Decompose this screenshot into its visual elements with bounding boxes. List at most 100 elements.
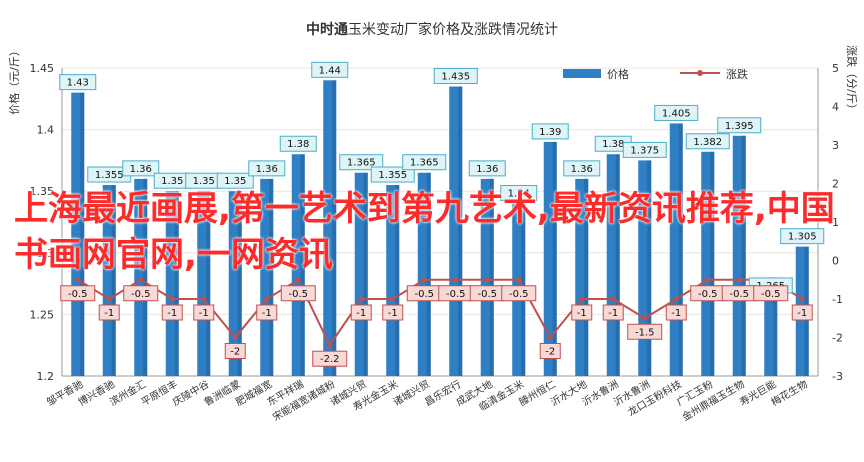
price-label-box (248, 160, 286, 177)
change-label-box (98, 304, 120, 321)
y-right-axis-label: 涨跌（分/斤） (845, 45, 859, 115)
price-bar-shade (300, 154, 305, 376)
y-right-tick-label: 3 (832, 139, 839, 152)
price-bar-shade (426, 172, 431, 376)
change-data-label: -2 (230, 347, 240, 358)
change-data-label: -0.5 (68, 289, 88, 300)
price-label-box (279, 135, 317, 152)
price-data-label: 1.355 (95, 170, 124, 181)
price-label-box (468, 160, 506, 177)
price-label-box (531, 123, 569, 140)
change-line (77, 278, 803, 348)
legend: 价格 涨跌 (563, 67, 748, 81)
y-left-axis-label: 价格（元/斤） (7, 45, 21, 115)
change-point (390, 296, 396, 302)
price-label-box (780, 228, 825, 245)
change-label-box (501, 285, 537, 302)
change-data-label: -1 (671, 308, 681, 319)
change-data-label: -1 (199, 308, 209, 319)
price-label-box (122, 160, 160, 177)
y-left-tick-label: 1.25 (30, 308, 55, 321)
change-data-label: -0.5 (698, 289, 718, 300)
price-data-label: 1.38 (287, 139, 309, 150)
change-label-box (539, 343, 561, 359)
price-bar-shade (395, 185, 400, 376)
y-right-tick-label: -2 (832, 332, 843, 345)
change-point (169, 296, 175, 302)
price-bar-shade (174, 191, 179, 376)
change-data-label: -1 (388, 308, 398, 319)
change-data-label: -1.5 (635, 327, 655, 338)
price-label-box (500, 185, 538, 202)
change-label-box (224, 343, 246, 359)
change-data-label: -0.5 (414, 289, 434, 300)
price-data-label: 1.39 (539, 127, 561, 138)
change-data-label: -1 (167, 308, 177, 319)
change-point (201, 296, 207, 302)
price-data-label: 1.34 (508, 189, 530, 200)
price-data-label: 1.35 (161, 176, 183, 187)
y-left-tick-label: 1.3 (37, 247, 55, 260)
change-label-box (602, 304, 624, 321)
price-label-box (654, 104, 699, 121)
price-bar-shade (458, 86, 463, 376)
y-left-tick-label: 1.4 (37, 124, 55, 137)
change-point (327, 342, 333, 348)
change-data-label: -1 (104, 308, 114, 319)
y-right-tick-label: -1 (832, 293, 843, 306)
price-bar-shade (143, 178, 148, 376)
change-point (547, 335, 553, 340)
price-data-label: 1.44 (319, 65, 341, 76)
y-right-tick-label: 5 (832, 62, 839, 75)
price-data-label: 1.405 (662, 108, 691, 119)
price-bar-shade (552, 141, 557, 376)
price-data-label: 1.365 (410, 158, 439, 169)
price-data-label: 1.36 (476, 164, 498, 175)
change-point (799, 296, 805, 302)
change-point (75, 277, 81, 283)
change-data-label: -0.5 (446, 289, 466, 300)
y-left-tick-label: 1.35 (30, 185, 55, 198)
price-data-label: 1.35 (224, 176, 246, 187)
price-bar-shade (206, 191, 211, 376)
change-label-box (256, 304, 278, 321)
change-point (736, 277, 742, 283)
price-data-label: 1.375 (630, 145, 659, 156)
price-data-label: 1.36 (130, 164, 152, 175)
price-label-box (717, 117, 762, 134)
change-point (642, 315, 648, 321)
price-data-label: 1.36 (256, 164, 278, 175)
price-bar-shade (111, 185, 116, 376)
change-point (295, 277, 301, 283)
change-data-label: -1 (608, 308, 618, 319)
price-data-label: 1.43 (67, 78, 89, 89)
change-label-box (280, 285, 316, 302)
change-point (138, 277, 144, 283)
label-layer: 1.43 1.355 1.36 1.35 1.35 1.35 1.36 1.38 1.44 1.3… (59, 61, 825, 367)
change-data-label: -1 (262, 308, 272, 319)
change-point (673, 296, 679, 302)
change-point (484, 277, 490, 283)
price-label-box (685, 133, 730, 150)
chart-title-brand: 中时通 (306, 21, 348, 38)
price-label-box (216, 172, 254, 189)
y-right-tick-label: 1 (832, 216, 839, 229)
price-label-box (59, 74, 97, 91)
price-data-label: 1.395 (725, 121, 754, 132)
change-data-label: -0.5 (131, 289, 151, 300)
change-label-box (123, 285, 159, 302)
chart-title: 中时通玉米变动厂家价格及涨跌情况统计 (306, 21, 558, 38)
change-point (453, 277, 459, 283)
change-label-box (665, 304, 687, 321)
change-data-label: -2 (545, 347, 555, 358)
change-data-label: -1 (356, 308, 366, 319)
change-point (705, 277, 711, 283)
legend-price-swatch (563, 69, 601, 78)
price-label-box (622, 141, 667, 158)
legend-price-label: 价格 (607, 67, 629, 81)
price-label-box (370, 166, 415, 183)
price-bar-shade (332, 80, 337, 376)
bar-layer (71, 80, 809, 376)
price-label-box (563, 160, 601, 177)
